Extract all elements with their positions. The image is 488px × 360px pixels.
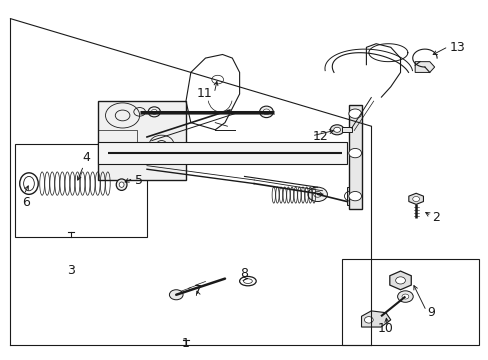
Ellipse shape (148, 107, 160, 117)
Ellipse shape (263, 109, 269, 115)
Bar (98, 130, 137, 158)
Ellipse shape (243, 279, 252, 283)
Circle shape (401, 294, 408, 299)
Circle shape (307, 187, 327, 202)
Text: 10: 10 (377, 322, 393, 335)
Ellipse shape (151, 109, 157, 114)
Text: 5: 5 (135, 174, 142, 186)
Ellipse shape (23, 176, 34, 191)
Text: 8: 8 (240, 267, 248, 280)
Polygon shape (389, 271, 410, 290)
Text: 6: 6 (22, 196, 30, 209)
Text: 9: 9 (427, 306, 434, 319)
Circle shape (333, 127, 340, 132)
Circle shape (397, 291, 412, 302)
Circle shape (412, 197, 419, 202)
Circle shape (348, 148, 361, 158)
Circle shape (313, 192, 321, 197)
Ellipse shape (119, 182, 124, 187)
Text: 3: 3 (67, 264, 75, 277)
Bar (98, 142, 346, 164)
Polygon shape (414, 62, 434, 72)
Ellipse shape (259, 106, 273, 118)
Text: 4: 4 (82, 151, 90, 164)
Text: 7: 7 (194, 284, 202, 297)
Circle shape (395, 277, 405, 284)
Circle shape (364, 317, 372, 323)
Text: 13: 13 (448, 41, 464, 54)
Text: 11: 11 (197, 87, 212, 100)
Bar (348, 105, 361, 209)
Circle shape (348, 109, 361, 118)
Bar (341, 127, 351, 132)
Circle shape (330, 125, 343, 135)
Bar (341, 259, 478, 345)
Text: 1: 1 (182, 337, 189, 350)
Bar (98, 101, 185, 180)
Polygon shape (408, 193, 423, 204)
Polygon shape (361, 311, 390, 327)
Text: 2: 2 (431, 211, 439, 224)
Text: 12: 12 (312, 130, 328, 144)
Ellipse shape (116, 179, 127, 190)
Circle shape (169, 290, 183, 300)
Bar (15, 144, 147, 237)
Bar (346, 187, 356, 205)
Circle shape (348, 192, 361, 201)
